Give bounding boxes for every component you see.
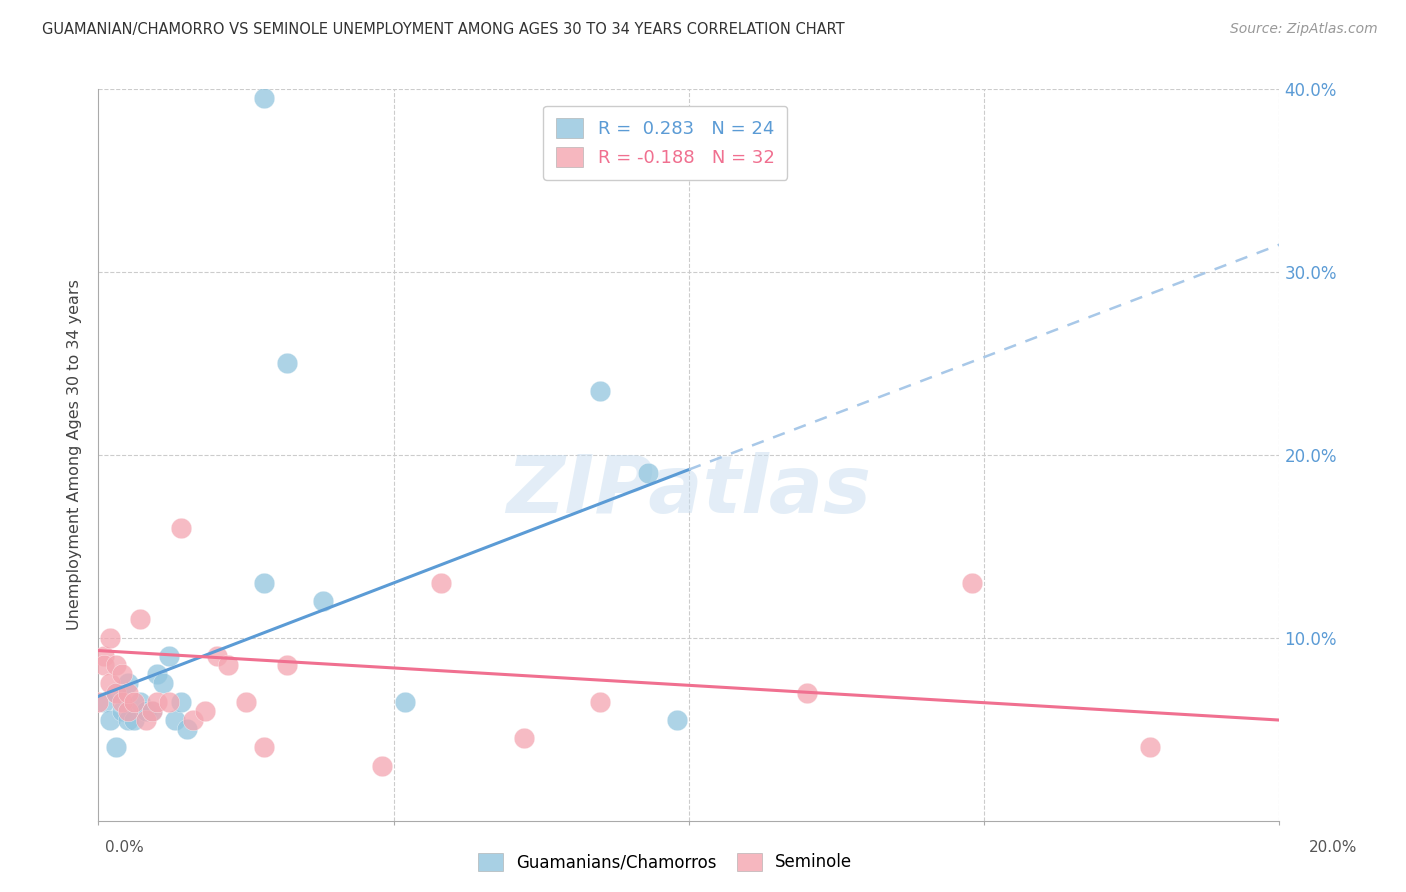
Point [394, 695, 416, 709]
Point [128, 695, 150, 709]
Point [666, 713, 689, 727]
Point [93, 649, 115, 664]
Point [117, 704, 139, 718]
Point [105, 685, 128, 699]
Point [589, 384, 612, 398]
Point [105, 685, 128, 699]
Point [430, 576, 453, 591]
Text: 20.0%: 20.0% [1309, 840, 1357, 855]
Point [1139, 740, 1161, 755]
Point [152, 676, 174, 690]
Text: Source: ZipAtlas.com: Source: ZipAtlas.com [1230, 22, 1378, 37]
Point [312, 594, 335, 608]
Point [253, 740, 276, 755]
Y-axis label: Unemployment Among Ages 30 to 34 years: Unemployment Among Ages 30 to 34 years [67, 279, 83, 631]
Point [276, 356, 298, 371]
Point [796, 685, 818, 699]
Point [157, 695, 180, 709]
Point [98, 676, 121, 690]
Point [165, 713, 187, 727]
Point [146, 667, 169, 681]
Point [194, 704, 217, 718]
Point [111, 704, 134, 718]
Point [276, 658, 298, 673]
Point [176, 723, 198, 737]
Point [111, 695, 134, 709]
Point [135, 704, 157, 718]
Point [170, 521, 193, 535]
Point [235, 695, 257, 709]
Point [637, 466, 659, 480]
Point [122, 695, 145, 709]
Point [141, 704, 163, 718]
Point [253, 91, 276, 105]
Point [87, 695, 110, 709]
Point [170, 695, 193, 709]
Point [122, 713, 145, 727]
Point [93, 695, 115, 709]
Point [512, 731, 534, 746]
Point [962, 576, 984, 591]
Legend: Guamanians/Chamorros, Seminole: Guamanians/Chamorros, Seminole [471, 847, 859, 878]
Text: 0.0%: 0.0% [105, 840, 145, 855]
Point [371, 758, 394, 772]
Point [98, 631, 121, 645]
Point [181, 713, 204, 727]
Point [98, 713, 121, 727]
Text: ZIPatlas: ZIPatlas [506, 452, 872, 531]
Point [205, 649, 228, 664]
Point [105, 658, 128, 673]
Text: GUAMANIAN/CHAMORRO VS SEMINOLE UNEMPLOYMENT AMONG AGES 30 TO 34 YEARS CORRELATIO: GUAMANIAN/CHAMORRO VS SEMINOLE UNEMPLOYM… [42, 22, 845, 37]
Point [105, 740, 128, 755]
Point [117, 713, 139, 727]
Point [141, 704, 163, 718]
Point [217, 658, 239, 673]
Point [135, 713, 157, 727]
Point [253, 576, 276, 591]
Point [111, 667, 134, 681]
Point [589, 695, 612, 709]
Point [128, 613, 150, 627]
Point [157, 649, 180, 664]
Point [146, 695, 169, 709]
Point [117, 676, 139, 690]
Point [117, 685, 139, 699]
Point [93, 658, 115, 673]
